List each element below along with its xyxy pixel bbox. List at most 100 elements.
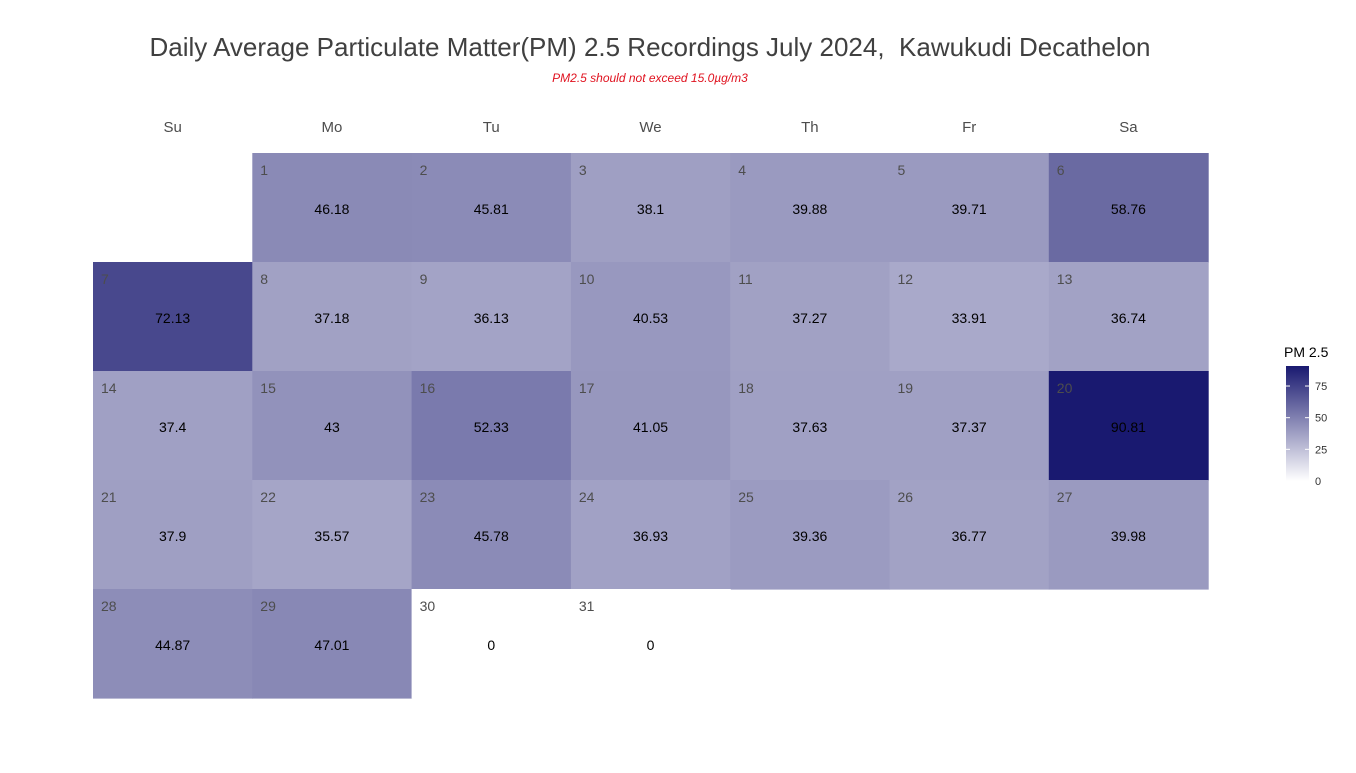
day-cell [570,262,731,372]
weekday-label: Mo [322,119,343,136]
day-value-label: 36.74 [1111,310,1146,326]
day-cell [411,480,572,590]
legend-title: PM 2.5 [1284,344,1329,360]
day-cell [889,371,1050,481]
day-number: 30 [420,598,436,614]
day-number: 11 [738,271,753,287]
legend-tick-label: 0 [1315,476,1321,488]
day-cell [1048,262,1209,372]
legend-tick-label: 50 [1315,413,1327,425]
day-value-label: 46.18 [314,201,349,217]
day-value-label: 72.13 [155,310,190,326]
day-value-label: 39.98 [1111,528,1146,544]
weekday-label: Th [801,119,819,136]
day-number: 27 [1057,489,1073,505]
day-value-label: 44.87 [155,637,190,653]
day-number: 5 [898,162,906,178]
day-cell [411,371,572,481]
day-value-label: 37.4 [159,419,186,435]
day-number: 15 [260,380,276,396]
day-value-label: 37.9 [159,528,186,544]
chart-subtitle: PM2.5 should not exceed 15.0µg/m3 [552,71,748,85]
day-cell [411,153,572,263]
day-value-label: 33.91 [952,310,987,326]
day-cell [570,480,731,590]
day-value-label: 45.81 [474,201,509,217]
day-cell [93,371,253,481]
day-number: 24 [579,489,595,505]
day-value-label: 43 [324,419,340,435]
day-number: 28 [101,598,117,614]
day-cell [570,153,731,263]
day-value-label: 52.33 [474,419,509,435]
day-number: 14 [101,380,117,396]
day-number: 16 [420,380,436,396]
day-number: 29 [260,598,276,614]
day-value-label: 35.57 [314,528,349,544]
legend-tick-label: 25 [1315,444,1327,456]
day-number: 31 [579,598,595,614]
day-number: 9 [420,271,428,287]
day-cell [93,262,253,372]
day-value-label: 36.93 [633,528,668,544]
day-value-label: 37.18 [314,310,349,326]
day-cell [889,262,1050,372]
day-cell [252,262,413,372]
day-cell [1048,153,1209,263]
day-value-label: 58.76 [1111,201,1146,217]
day-value-label: 37.63 [792,419,827,435]
day-number: 12 [898,271,914,287]
day-cell [1048,480,1209,590]
day-value-label: 39.88 [792,201,827,217]
day-value-label: 36.13 [474,310,509,326]
weekday-label: Sa [1119,119,1138,136]
legend-colorbar [1286,366,1309,481]
day-cell [730,153,891,263]
day-cell [730,262,891,372]
chart-title: Daily Average Particulate Matter(PM) 2.5… [149,32,1151,62]
weekday-label: Tu [483,119,500,136]
day-cell [889,480,1050,590]
day-cell [1048,371,1209,481]
day-cell [252,153,413,263]
day-value-label: 38.1 [637,201,664,217]
day-cell [411,262,572,372]
day-cell [252,371,413,481]
day-value-label: 47.01 [314,637,349,653]
day-value-label: 41.05 [633,419,668,435]
day-cell [252,589,413,699]
day-number: 21 [101,489,117,505]
day-cell [730,480,891,590]
day-number: 1 [260,162,268,178]
day-number: 22 [260,489,276,505]
day-cell [730,371,891,481]
day-value-label: 0 [647,637,655,653]
day-value-label: 37.37 [952,419,987,435]
day-cell [93,589,253,699]
day-number: 7 [101,271,109,287]
day-number: 25 [738,489,754,505]
day-number: 17 [579,380,595,396]
day-cell [411,589,572,699]
day-number: 23 [420,489,436,505]
day-number: 3 [579,162,587,178]
day-value-label: 39.71 [952,201,987,217]
day-number: 19 [898,380,914,396]
day-value-label: 36.77 [952,528,987,544]
day-cell [570,589,731,699]
day-number: 2 [420,162,428,178]
day-value-label: 37.27 [792,310,827,326]
day-cell [889,153,1050,263]
day-number: 8 [260,271,268,287]
day-value-label: 40.53 [633,310,668,326]
day-value-label: 0 [487,637,495,653]
day-number: 4 [738,162,746,178]
day-value-label: 45.78 [474,528,509,544]
day-number: 20 [1057,380,1073,396]
day-number: 10 [579,271,595,287]
weekday-label: Su [163,119,181,136]
day-number: 6 [1057,162,1065,178]
day-cell [252,480,413,590]
legend-tick-label: 75 [1315,381,1327,393]
